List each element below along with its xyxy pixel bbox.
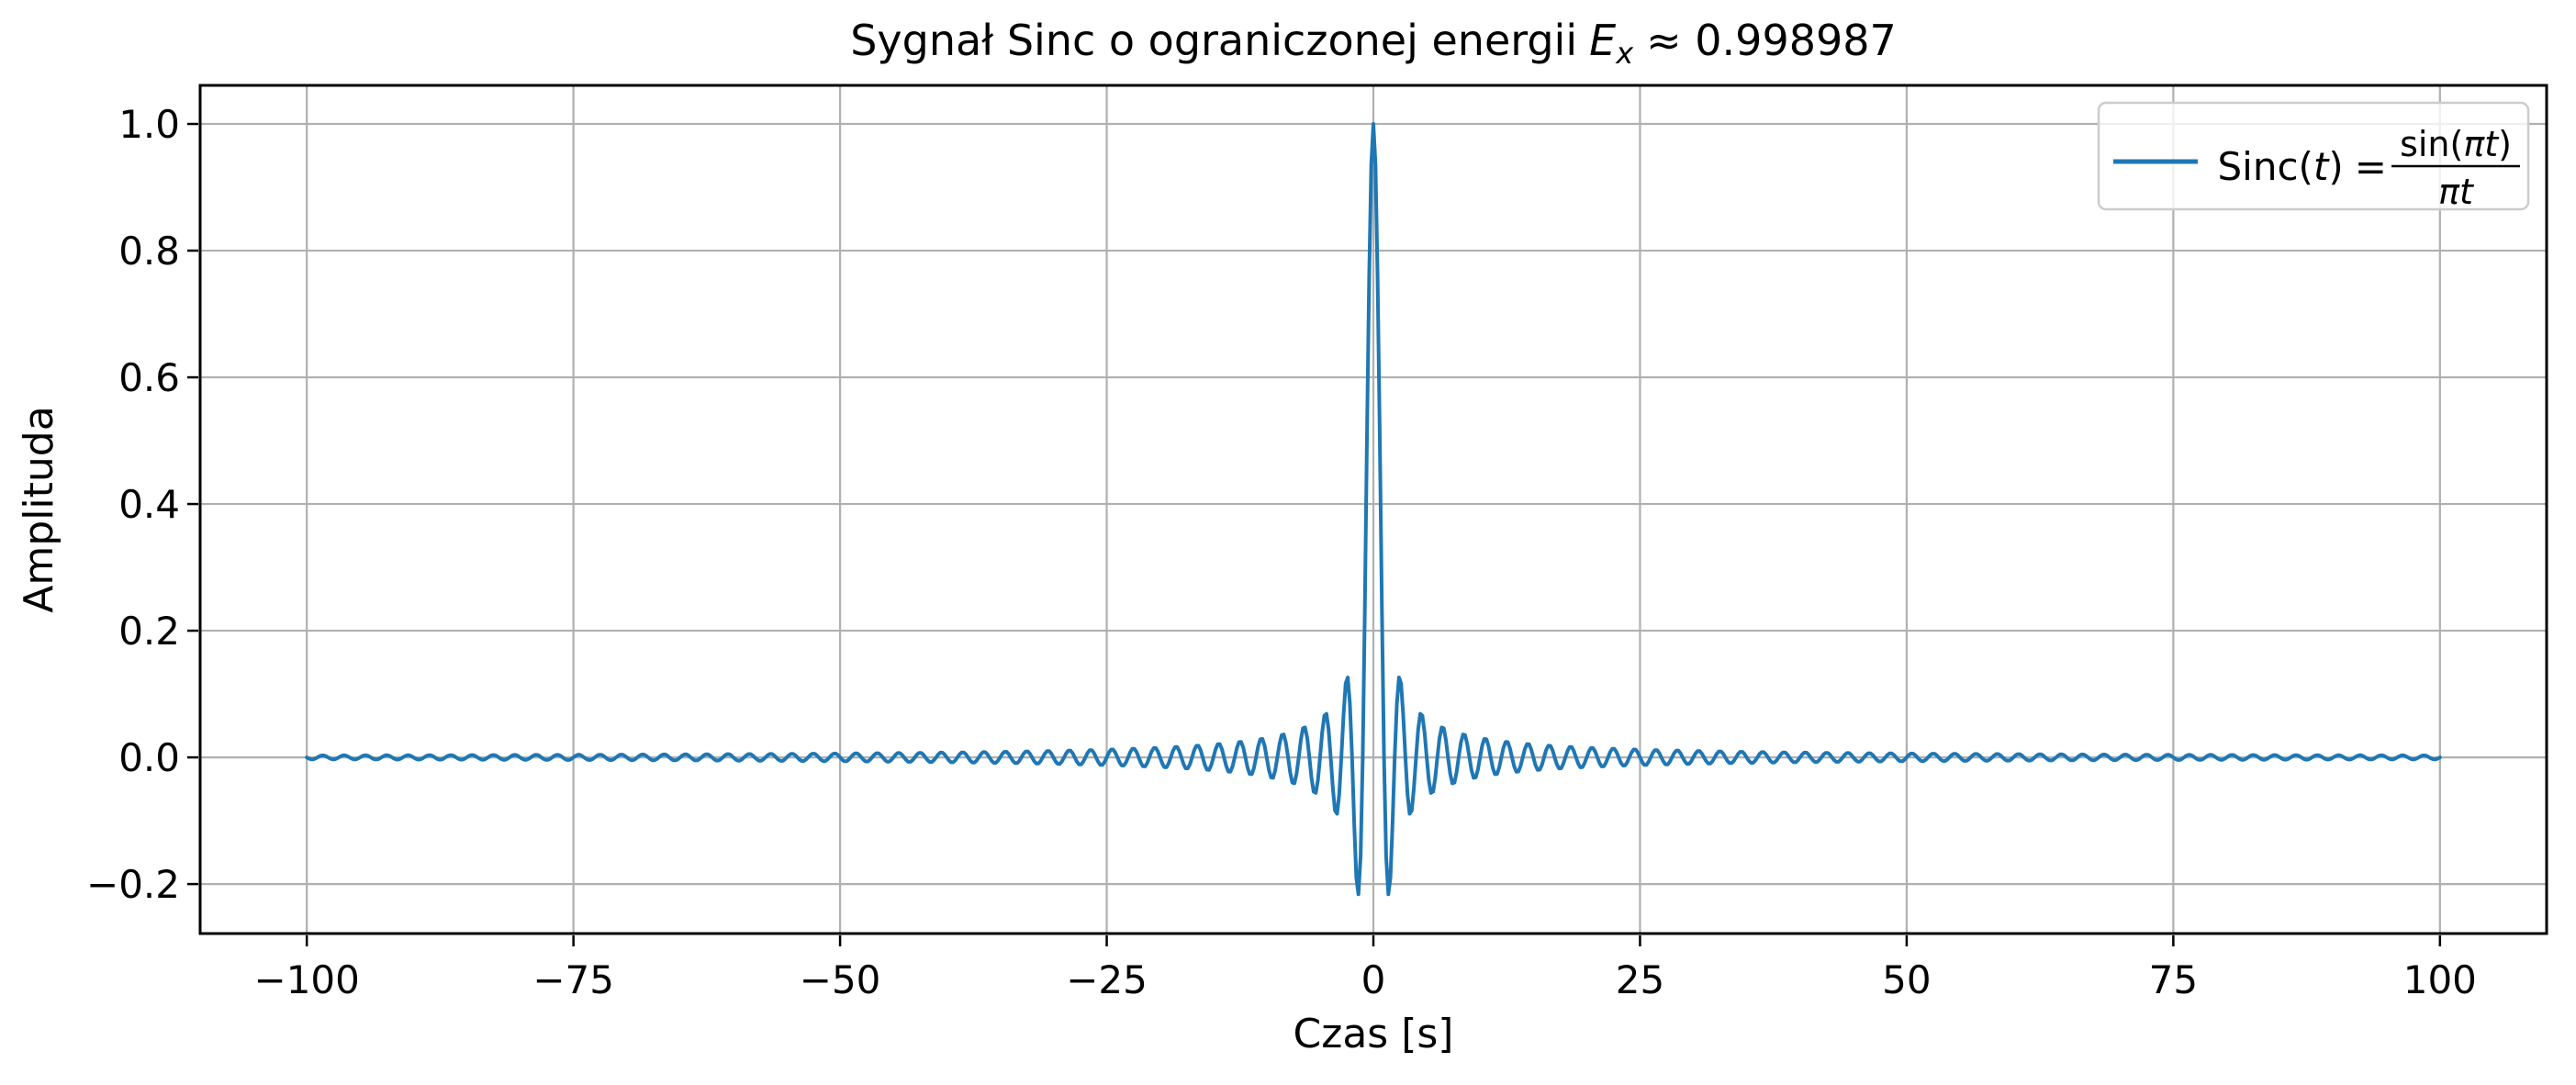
y-tick-label: 0.6 [118, 355, 180, 400]
y-tick-label: 1.0 [118, 102, 180, 147]
legend: Sinc(t) = sin(πt) πt [2097, 101, 2530, 212]
legend-numerator-close: ) [2498, 124, 2512, 164]
x-tick-label: −100 [254, 957, 360, 1002]
x-tick-label: 50 [1882, 957, 1931, 1002]
grid-layer [200, 85, 2547, 934]
x-tick-label: −50 [800, 957, 881, 1002]
chart-title-energy-value: ≈ 0.998987 [1646, 16, 1897, 65]
legend-numerator-fn: sin( [2400, 124, 2463, 164]
x-tick-label: 100 [2403, 957, 2477, 1002]
legend-func-name: Sinc( [2218, 144, 2313, 189]
chart-title-energy-subscript: x [1615, 36, 1634, 71]
legend-func-close: ) [2328, 144, 2343, 189]
legend-equals: = [2355, 144, 2387, 189]
legend-numerator-arg: πt [2463, 124, 2500, 164]
legend-numerator: sin(πt) [2400, 124, 2512, 164]
chart-title: Sygnał Sinc o ograniczonej energii Ex ≈ 0.… [850, 16, 1897, 71]
y-tick-label: −0.2 [86, 862, 180, 907]
y-tick-label: 0.4 [118, 482, 180, 527]
x-tick-label: −25 [1066, 957, 1148, 1002]
x-tick-label: 75 [2149, 957, 2198, 1002]
x-tick-label: −75 [532, 957, 614, 1002]
x-tick-label: 25 [1616, 957, 1664, 1002]
x-axis-label: Czas [s] [1294, 1011, 1454, 1057]
tick-layer: −100 −75 −50 −25 0 25 50 75 100 −0.2 0.0 0.2 0.4 0.6 0… [86, 102, 2477, 1002]
sinc-curve [305, 122, 2442, 897]
legend-box [2097, 101, 2530, 211]
legend-func-var: t [2313, 144, 2330, 189]
chart-title-text: Sygnał Sinc o ograniczonej energii [850, 16, 1577, 65]
y-tick-label: 0.0 [118, 735, 180, 780]
y-tick-label: 0.8 [118, 229, 180, 274]
curve-layer [305, 122, 2442, 897]
chart-title-energy-symbol: E [1589, 16, 1616, 65]
legend-denominator: πt [2438, 172, 2475, 212]
legend-label: Sinc(t) = [2218, 144, 2388, 189]
plot-border [198, 84, 2548, 935]
x-tick-label: 0 [1361, 957, 1386, 1002]
y-axis-label: Amplituda [16, 406, 62, 612]
y-tick-label: 0.2 [118, 609, 180, 654]
